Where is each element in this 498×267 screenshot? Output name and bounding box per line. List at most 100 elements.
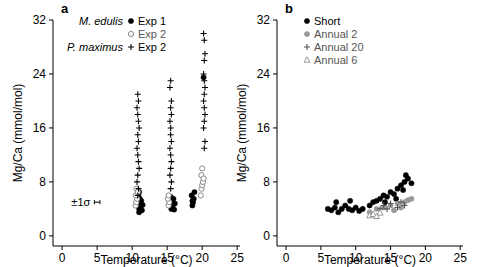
point xyxy=(348,198,353,203)
x-tick-label: 0 xyxy=(59,251,66,265)
point xyxy=(166,193,171,198)
point xyxy=(136,125,142,131)
x-tick xyxy=(286,246,287,250)
point xyxy=(334,200,339,205)
point xyxy=(409,196,414,201)
point xyxy=(135,132,141,138)
point xyxy=(395,205,401,211)
x-tick xyxy=(460,246,461,250)
y-tick xyxy=(273,73,277,74)
point xyxy=(172,207,177,212)
point xyxy=(201,78,207,84)
x-tick xyxy=(237,246,238,250)
plot-area xyxy=(325,173,414,219)
x-tick-label: 0 xyxy=(283,251,290,265)
y-tick xyxy=(49,20,53,21)
point xyxy=(202,51,208,57)
y-tick xyxy=(273,235,277,236)
point xyxy=(201,105,207,111)
legend-marker xyxy=(304,18,309,23)
legend-marker xyxy=(128,31,133,36)
point xyxy=(168,111,174,117)
y-tick-label: 24 xyxy=(33,67,47,81)
point xyxy=(167,84,173,90)
legend-label: Annual 2 xyxy=(314,28,357,40)
point xyxy=(168,165,174,171)
point xyxy=(139,208,144,213)
point xyxy=(135,91,141,97)
point xyxy=(201,125,207,131)
point xyxy=(401,203,407,209)
legend-label: Short xyxy=(314,15,340,27)
point xyxy=(168,105,174,111)
y-axis-label: Mg/Ca (mmol/mol) xyxy=(11,84,25,183)
x-axis-label: Temperature (°C) xyxy=(324,253,416,267)
legend-marker xyxy=(304,57,310,62)
legend-label: Exp 2 xyxy=(138,28,166,40)
point xyxy=(135,111,141,117)
point xyxy=(391,208,396,213)
point xyxy=(391,191,396,196)
point xyxy=(377,210,383,215)
legend-label: Exp 1 xyxy=(138,15,166,27)
point xyxy=(202,111,208,117)
x-tick xyxy=(202,246,203,250)
point xyxy=(332,205,337,210)
point xyxy=(167,172,173,178)
x-tick-label: 20 xyxy=(196,251,210,265)
y-axis xyxy=(53,20,54,246)
x-tick xyxy=(320,246,321,250)
point xyxy=(135,186,141,192)
y-tick xyxy=(273,127,277,128)
x-tick xyxy=(425,246,426,250)
point xyxy=(381,203,387,209)
point xyxy=(168,132,174,138)
point xyxy=(168,186,174,192)
point xyxy=(136,165,142,171)
legend: ShortAnnual 2Annual 20Annual 6 xyxy=(304,15,364,66)
point xyxy=(201,30,207,36)
y-axis-label: Mg/Ca (mmol/mol) xyxy=(235,84,249,183)
point xyxy=(134,145,140,151)
panel-label: a xyxy=(61,1,69,16)
y-tick-label: 0 xyxy=(263,229,270,243)
point xyxy=(192,189,197,194)
legend-label: Annual 20 xyxy=(314,41,364,53)
x-tick-label: 25 xyxy=(454,251,468,265)
point xyxy=(167,118,173,124)
legend-label: Exp 2 xyxy=(138,41,166,53)
point xyxy=(405,176,410,181)
x-tick xyxy=(355,246,356,250)
legend-marker xyxy=(304,44,310,50)
point xyxy=(201,145,207,151)
x-tick xyxy=(167,246,168,250)
point xyxy=(168,179,174,185)
point xyxy=(398,199,404,205)
point xyxy=(201,176,206,181)
point xyxy=(167,145,173,151)
y-tick xyxy=(49,181,53,182)
point xyxy=(168,159,174,165)
point xyxy=(168,152,174,158)
legend-label: Annual 6 xyxy=(314,54,357,66)
point xyxy=(200,166,205,171)
point xyxy=(134,179,140,185)
x-tick xyxy=(390,246,391,250)
x-axis xyxy=(53,246,240,247)
point xyxy=(384,194,389,199)
point xyxy=(135,152,141,158)
point xyxy=(135,138,141,144)
point xyxy=(190,198,195,203)
point xyxy=(168,98,174,104)
y-tick xyxy=(273,20,277,21)
point xyxy=(134,105,140,111)
y-tick-label: 8 xyxy=(263,175,270,189)
x-axis-label: Temperature (°C) xyxy=(100,253,192,267)
point xyxy=(135,192,141,198)
point xyxy=(201,57,207,63)
y-tick-label: 32 xyxy=(257,13,271,27)
point xyxy=(400,187,405,192)
plot-area xyxy=(94,30,208,214)
y-tick xyxy=(49,235,53,236)
y-tick-label: 8 xyxy=(39,175,46,189)
